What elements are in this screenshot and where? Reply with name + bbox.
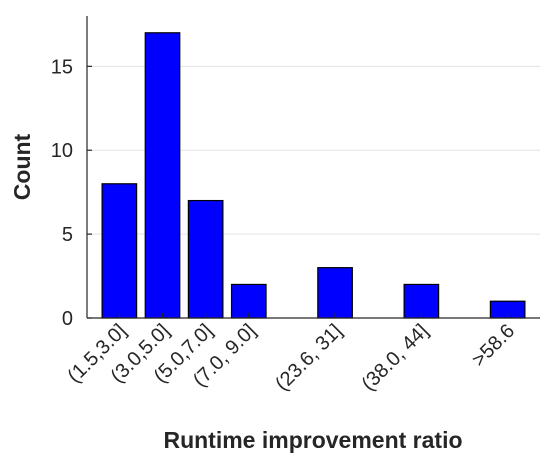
bar bbox=[144, 32, 181, 319]
bar bbox=[403, 283, 440, 319]
bar bbox=[317, 267, 353, 319]
x-ticks: (1.5,3.0](3.0,5.0](5.0,7.0](7.0, 9.0] (23… bbox=[63, 313, 519, 395]
bar bbox=[230, 283, 267, 319]
y-tick-label: 15 bbox=[51, 56, 73, 78]
y-tick-label: 0 bbox=[62, 308, 73, 330]
x-tick-label: >58.6 bbox=[468, 320, 519, 371]
x-tick-label: (23.6, 31] bbox=[271, 320, 346, 395]
y-tick-label: 5 bbox=[62, 224, 73, 246]
bar bbox=[101, 183, 138, 319]
x-tick-label: (38.0, 44] bbox=[358, 320, 433, 395]
y-axis-title: Count bbox=[9, 133, 35, 200]
bar bbox=[187, 199, 224, 319]
x-axis-title: Runtime improvement ratio bbox=[163, 427, 462, 453]
y-tick-label: 10 bbox=[51, 140, 73, 162]
y-ticks: 0 5 10 15 bbox=[51, 56, 92, 330]
bars bbox=[101, 32, 526, 319]
